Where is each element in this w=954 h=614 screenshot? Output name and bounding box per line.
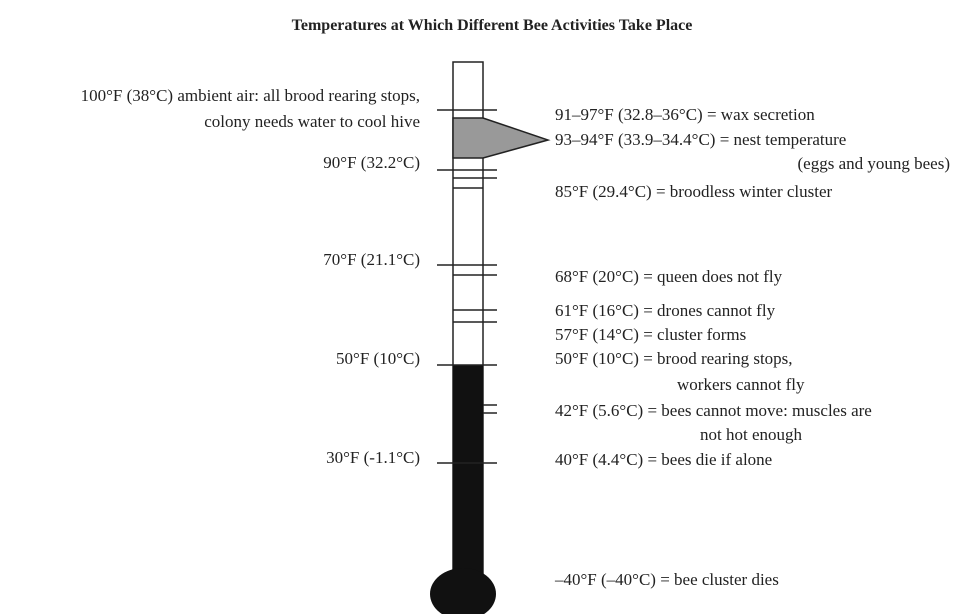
labels: 100°F (38°C) ambient air: all brood rear… [81, 86, 950, 589]
right-label: –40°F (–40°C) = bee cluster dies [554, 570, 779, 589]
right-label: workers cannot fly [677, 375, 805, 394]
right-label: 85°F (29.4°C) = broodless winter cluster [555, 182, 833, 201]
left-label: 70°F (21.1°C) [323, 250, 420, 269]
right-label: 61°F (16°C) = drones cannot fly [555, 301, 776, 320]
right-label: not hot enough [700, 425, 802, 444]
left-label: 50°F (10°C) [336, 349, 420, 368]
title: Temperatures at Which Different Bee Acti… [292, 17, 693, 34]
right-label: (eggs and young bees) [798, 154, 951, 173]
left-label: 100°F (38°C) ambient air: all brood rear… [81, 86, 420, 105]
right-label: 50°F (10°C) = brood rearing stops, [555, 349, 793, 368]
left-label: 30°F (-1.1°C) [326, 448, 420, 467]
bulb [430, 568, 496, 614]
left-label: 90°F (32.2°C) [323, 153, 420, 172]
mercury [453, 365, 483, 585]
right-label: 42°F (5.6°C) = bees cannot move: muscles… [555, 401, 872, 420]
right-label: 40°F (4.4°C) = bees die if alone [555, 450, 772, 469]
left-label: colony needs water to cool hive [204, 112, 420, 131]
right-label: 68°F (20°C) = queen does not fly [555, 267, 783, 286]
ticks [437, 109, 497, 464]
right-label: 57°F (14°C) = cluster forms [555, 325, 746, 344]
nest-range [452, 117, 551, 159]
right-label: 93–94°F (33.9–34.4°C) = nest temperature [555, 130, 846, 149]
right-label: 91–97°F (32.8–36°C) = wax secretion [555, 105, 815, 124]
